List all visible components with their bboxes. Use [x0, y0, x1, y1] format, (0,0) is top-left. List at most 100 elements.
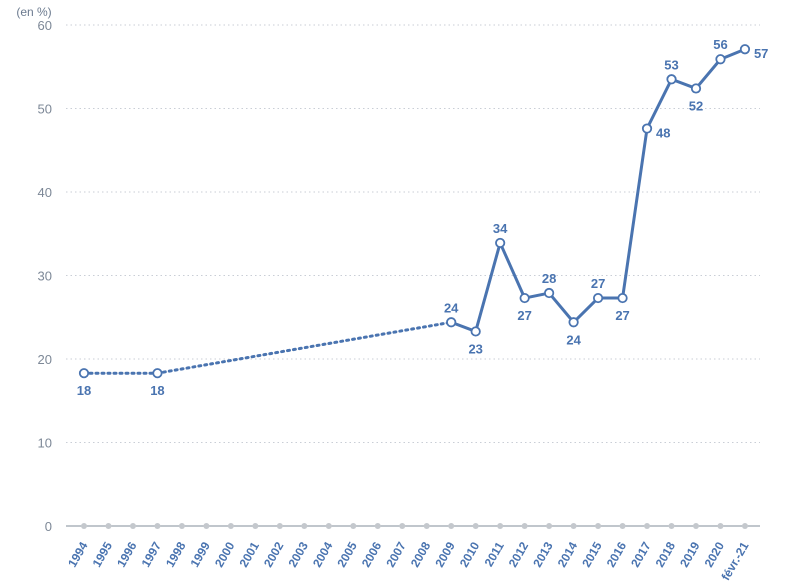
data-point [470, 326, 481, 337]
data-point [666, 74, 677, 85]
data-point [568, 317, 579, 328]
data-point [690, 83, 702, 94]
x-tick-label: 2000 [212, 539, 238, 569]
data-label: 27 [591, 276, 605, 291]
x-tick-label: 1996 [114, 539, 140, 569]
x-tick-label: 2004 [310, 539, 336, 569]
data-label: 27 [615, 308, 629, 323]
x-tick-label: 2013 [530, 539, 556, 569]
x-axis-marker [227, 523, 234, 529]
data-label: 28 [542, 271, 556, 286]
data-label: 23 [468, 341, 482, 356]
data-point [641, 123, 653, 134]
x-tick-label: 2002 [261, 539, 287, 569]
x-tick-label: 2018 [653, 539, 679, 569]
series-lines [82, 47, 746, 375]
x-axis-marker [276, 523, 283, 529]
data-label: 24 [444, 300, 459, 315]
data-label: 53 [664, 57, 678, 72]
data-labels: 18 18 24 23 34 27 28 24 27 27 48 53 52 56 57 [77, 37, 769, 398]
x-axis-marker [105, 523, 112, 529]
x-tick-label: 2012 [506, 539, 532, 569]
y-tick-label: 40 [38, 185, 52, 200]
x-tick-label: 2006 [359, 539, 385, 569]
x-axis-marker [423, 523, 430, 529]
x-axis-marker [399, 523, 406, 529]
x-tick-label: 2014 [555, 539, 581, 569]
data-label: 27 [517, 308, 531, 323]
data-label: 57 [754, 46, 768, 61]
data-point [446, 317, 457, 328]
x-axis-marker [644, 523, 651, 529]
data-point [715, 54, 726, 65]
x-axis-marker [301, 523, 308, 529]
series-dotted-segment [155, 320, 453, 375]
y-tick-label: 30 [38, 269, 52, 284]
x-tick-label: 1995 [90, 539, 116, 569]
data-label: 34 [493, 221, 508, 236]
y-tick-label: 20 [38, 352, 52, 367]
x-axis-marker [570, 523, 577, 529]
x-axis-marker [203, 523, 210, 529]
data-label: 56 [713, 37, 727, 52]
data-point [739, 44, 751, 55]
data-label: 18 [77, 383, 91, 398]
x-axis-marker [178, 523, 185, 529]
data-point [617, 292, 628, 304]
y-tick-label: 10 [38, 436, 52, 451]
x-axis-marker [693, 523, 699, 529]
data-point [78, 368, 90, 379]
x-tick-label: 2005 [334, 539, 360, 569]
y-axis-ticks: 0 10 20 30 40 50 60 [38, 18, 52, 534]
data-point [495, 237, 506, 249]
x-tick-label: 1998 [163, 539, 189, 569]
x-axis: 1994 1995 1996 1997 1998 1999 2000 2001 2002 2003… [65, 523, 760, 583]
x-axis-marker [325, 523, 332, 529]
x-axis-marker [129, 523, 136, 529]
gridlines [66, 24, 760, 443]
x-axis-marker [472, 523, 479, 529]
x-tick-label: 2003 [285, 539, 311, 569]
x-tick-label: 2019 [677, 539, 703, 569]
x-tick-label: 1994 [65, 539, 91, 569]
x-axis-marker [668, 523, 675, 529]
x-tick-label: 2008 [408, 539, 434, 569]
x-tick-label: 2020 [702, 539, 728, 569]
data-point [544, 287, 555, 299]
y-tick-label: 50 [38, 102, 52, 117]
x-tick-label: 2009 [432, 539, 458, 569]
x-axis-marker [374, 523, 381, 529]
data-point [592, 292, 604, 304]
x-axis-marker [448, 523, 455, 529]
x-axis-marker [81, 523, 87, 529]
data-point [152, 368, 163, 379]
x-tick-label: 2011 [482, 539, 507, 569]
y-tick-label: 60 [38, 18, 52, 33]
x-axis-marker [521, 523, 528, 529]
x-tick-label: 2016 [604, 539, 630, 569]
data-label: 52 [689, 98, 703, 113]
x-axis-marker [595, 523, 602, 529]
x-axis-marker [741, 523, 748, 529]
x-axis-marker [350, 523, 357, 529]
x-tick-label: 1999 [188, 539, 214, 569]
unit-label: (en %) [16, 5, 51, 19]
data-label: 18 [150, 383, 164, 398]
x-axis-marker [619, 523, 626, 529]
x-axis-marker [154, 523, 161, 529]
data-label: 24 [566, 332, 581, 347]
x-axis-marker [252, 523, 259, 529]
x-tick-label: 2015 [579, 539, 605, 569]
x-axis-marker [717, 523, 724, 529]
x-axis-marker [546, 523, 553, 529]
x-tick-label: 1997 [139, 539, 165, 569]
x-axis-marker [497, 523, 504, 529]
x-tick-label: 2017 [628, 539, 654, 569]
data-point [519, 292, 530, 304]
x-tick-label: 2010 [457, 539, 483, 569]
data-label: 48 [656, 126, 670, 141]
x-tick-label: 2001 [236, 539, 262, 569]
series-points [78, 44, 751, 379]
x-tick-label: 2007 [383, 539, 409, 569]
